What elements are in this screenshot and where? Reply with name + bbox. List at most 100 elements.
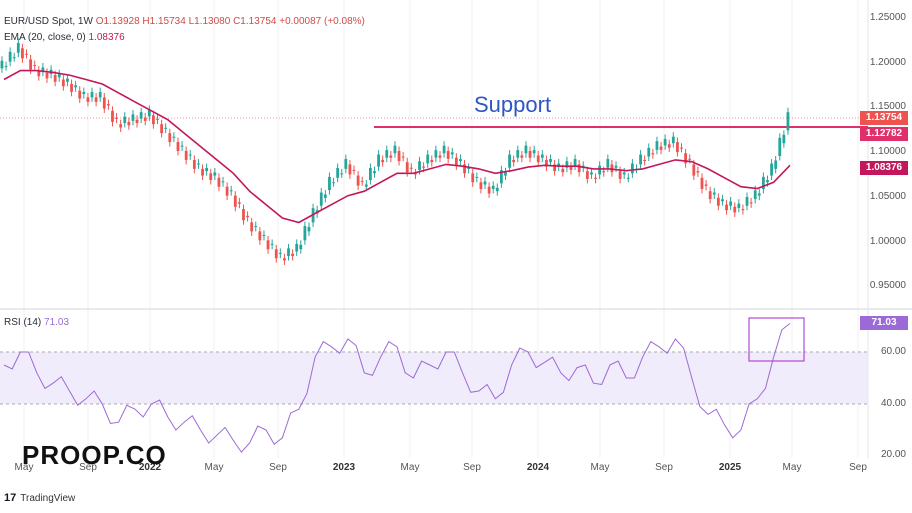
price-axis-label: 1.10000: [869, 146, 906, 157]
candle-body: [528, 151, 532, 158]
candle-body: [160, 124, 164, 134]
rsi-axis-label: 40.00: [880, 398, 906, 409]
time-axis-label: May: [204, 462, 224, 473]
rsi-value-tag: 71.03: [860, 316, 908, 330]
candle-body: [61, 79, 65, 87]
brand-logo: PROOP.CO: [22, 440, 167, 471]
candle-body: [360, 181, 364, 183]
time-axis-label: Sep: [79, 462, 97, 473]
candle-body: [94, 97, 98, 102]
price-axis-label: 1.00000: [869, 236, 906, 247]
brand-text: PROOP.CO: [22, 440, 167, 470]
candle-body: [405, 162, 409, 173]
candle-body: [270, 243, 274, 245]
rsi-highlight-box: [748, 317, 805, 362]
candle-body: [307, 226, 311, 232]
candle-body: [246, 215, 249, 218]
candle-body: [111, 110, 114, 122]
change-value: +0.00087 (+0.08%): [279, 16, 365, 27]
candle-body: [647, 147, 651, 157]
candle-body: [364, 184, 368, 187]
candle-body: [696, 171, 700, 173]
candle-body: [12, 57, 16, 59]
low-value: L1.13080: [188, 16, 231, 27]
candle-body: [184, 151, 188, 160]
candle-body: [4, 66, 8, 68]
candle-body: [57, 74, 61, 78]
candle-body: [495, 187, 499, 192]
candle-body: [716, 197, 720, 206]
price-axis-label: 1.15000: [869, 101, 906, 112]
ema-legend-value: 1.08376: [88, 32, 125, 43]
candle-body: [499, 170, 503, 184]
candle-body: [233, 195, 237, 207]
price-axis-label: 0.95000: [869, 280, 906, 291]
time-axis-label: Sep: [849, 462, 867, 473]
candle-body: [389, 155, 393, 158]
candle-body: [53, 75, 57, 82]
candle-body: [135, 119, 139, 124]
candle-body: [442, 145, 446, 154]
candle-body: [491, 185, 495, 189]
candle-body: [622, 172, 626, 175]
candle-body: [319, 192, 323, 206]
candle-body: [671, 136, 675, 144]
candle-body: [25, 53, 28, 55]
last-price-tag: 1.13754: [860, 111, 908, 125]
candle-body: [213, 172, 217, 176]
candle-body: [176, 142, 180, 151]
candle-body: [459, 159, 462, 162]
candle-body: [336, 167, 340, 178]
candle-body: [606, 159, 610, 168]
ema-label: EMA (20, close, 0): [4, 32, 86, 43]
ema-price-tag: 1.08376: [860, 161, 908, 175]
close-value: C1.13754: [233, 16, 277, 27]
candle-body: [663, 138, 667, 146]
candle-body: [430, 159, 434, 163]
rsi-axis-label: 60.00: [880, 346, 906, 357]
candle-body: [397, 151, 401, 162]
candle-body: [504, 172, 507, 176]
candle-body: [774, 160, 778, 169]
tradingview-badge: 17 TradingView: [4, 492, 75, 504]
candle-body: [328, 176, 331, 191]
high-value: H1.15734: [142, 16, 186, 27]
candle-body: [553, 164, 557, 172]
candle-body: [545, 159, 548, 167]
candle-body: [393, 145, 397, 154]
candle-body: [139, 112, 143, 119]
candle-body: [147, 109, 151, 117]
candle-body: [401, 156, 405, 158]
time-axis-label: Sep: [269, 462, 287, 473]
candle-body: [536, 155, 540, 163]
candle-body: [131, 114, 135, 121]
time-axis-label: 2024: [526, 462, 550, 473]
candle-body: [516, 150, 520, 158]
candle-body: [168, 133, 172, 143]
candle-body: [70, 84, 73, 92]
candle-body: [749, 202, 753, 204]
candle-body: [610, 164, 614, 173]
candle-body: [78, 90, 82, 99]
candle-body: [197, 163, 200, 165]
candle-body: [524, 145, 528, 154]
candle-body: [348, 164, 352, 175]
candle-body: [21, 48, 24, 59]
candle-body: [287, 248, 290, 256]
candle-body: [540, 154, 544, 158]
time-axis-label: May: [400, 462, 420, 473]
candle-body: [471, 173, 475, 183]
candle-body: [630, 163, 634, 174]
candle-body: [479, 182, 483, 189]
candle-body: [708, 191, 712, 200]
candle-body: [102, 97, 106, 109]
candle-body: [733, 206, 737, 213]
price-axis-label: 1.05000: [869, 191, 906, 202]
candle-body: [684, 153, 688, 164]
candle-body: [770, 163, 773, 176]
ohlc-legend: EUR/USD Spot, 1W O1.13928 H1.15734 L1.13…: [4, 16, 365, 27]
candle-body: [434, 150, 438, 158]
price-axis-label: 1.25000: [869, 12, 906, 23]
time-axis-label: May: [590, 462, 610, 473]
candle-body: [618, 171, 622, 179]
